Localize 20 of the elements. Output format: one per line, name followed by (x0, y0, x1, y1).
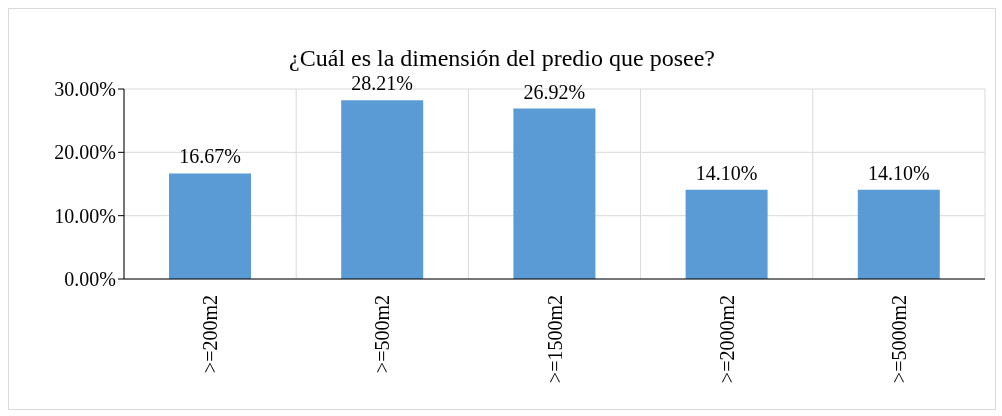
data-label: 26.92% (523, 80, 586, 103)
chart-title: ¿Cuál es la dimensión del predio que posee? (288, 45, 716, 72)
data-label: 16.67% (179, 145, 241, 168)
bar (857, 189, 940, 279)
data-label: 14.10% (867, 161, 930, 184)
bar (513, 108, 596, 279)
y-tick-label: 30.00% (54, 78, 116, 101)
data-label: 28.21% (351, 72, 414, 95)
bar (169, 173, 251, 279)
x-tick-label: >=500m2 (371, 295, 394, 374)
x-tick-label: >=200m2 (199, 295, 222, 374)
y-tick-label: 0.00% (64, 268, 116, 291)
y-tick-label: 10.00% (54, 204, 116, 227)
x-tick-label: >=1500m2 (543, 295, 566, 384)
data-label: 14.10% (695, 161, 758, 184)
bar (685, 189, 768, 279)
x-tick-label: >=5000m2 (887, 295, 910, 384)
y-tick-label: 20.00% (54, 141, 116, 164)
x-tick-label: >=2000m2 (715, 295, 738, 384)
bar (341, 100, 424, 279)
